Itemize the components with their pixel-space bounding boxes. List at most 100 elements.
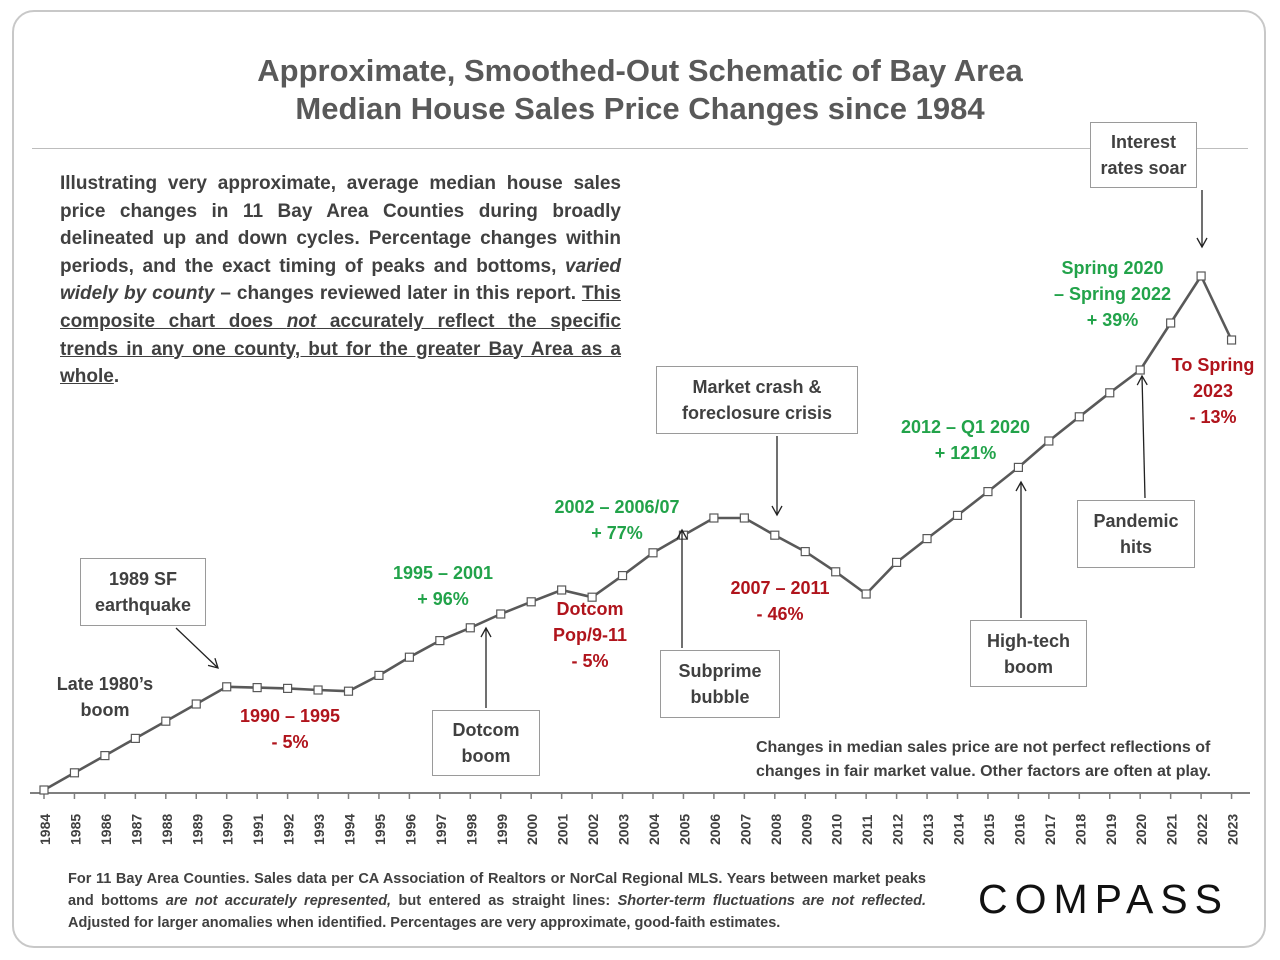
label-to-2023: To Spring 2023- 13%	[1171, 355, 1255, 427]
series-line	[43, 274, 1233, 792]
x-tick-label-1985: 1985	[67, 814, 83, 845]
data-point-2007	[739, 513, 749, 523]
data-point-2014	[952, 510, 963, 520]
label-2007-2011: 2007 – 2011- 46%	[730, 578, 830, 624]
label-dotcom-pop: Dotcom Pop/9-11- 5%	[552, 599, 628, 671]
data-point-2011	[861, 589, 871, 599]
data-point-2022	[1196, 271, 1206, 281]
x-tick-label-2015: 2015	[981, 814, 997, 845]
x-tick-label-1984: 1984	[37, 814, 53, 845]
data-point-2010	[831, 567, 841, 577]
label-2020-2022: Spring 2020– Spring 2022 + 39%	[1053, 258, 1172, 330]
data-point-1999	[496, 609, 506, 619]
footer-text-1: For 11 Bay Area Counties. Sales data per…	[68, 871, 926, 909]
data-point-2013	[922, 533, 932, 544]
box-pandemic: Pandemic hits	[1077, 500, 1195, 568]
x-tick-label-1988: 1988	[159, 814, 175, 845]
x-tick-label-1987: 1987	[128, 814, 144, 845]
x-tick-label-1995: 1995	[372, 814, 388, 845]
x-tick-label-2011: 2011	[859, 814, 875, 845]
footer-text-3: Adjusted for larger anomalies when ident…	[68, 915, 781, 931]
box-dotcom-boom: Dotcom boom	[432, 710, 540, 776]
x-tick-label-2001: 2001	[555, 814, 571, 845]
footer-text-2: but entered as straight lines:	[391, 893, 618, 909]
x-tick-label-2007: 2007	[737, 814, 753, 845]
x-tick-label-2023: 2023	[1225, 814, 1241, 845]
x-tick-label-2020: 2020	[1133, 814, 1149, 845]
data-point-2012	[891, 557, 902, 568]
data-point-1998	[465, 623, 475, 633]
intro-text-1: Illustrating very approximate, average m…	[60, 173, 621, 277]
arrow-earthquake	[175, 627, 219, 669]
data-point-1989	[191, 699, 201, 709]
x-tick-label-2010: 2010	[829, 814, 845, 845]
data-point-2006	[709, 513, 719, 523]
data-point-2017	[1044, 436, 1054, 446]
x-tick-label-2008: 2008	[768, 814, 784, 845]
x-tick-label-2014: 2014	[951, 814, 967, 845]
data-point-2002	[587, 592, 597, 602]
compass-logo: COMPASS	[978, 876, 1229, 922]
data-point-2001	[557, 585, 567, 595]
box-high-tech: High-tech boom	[970, 620, 1087, 687]
title-divider	[32, 148, 1248, 149]
intro-paragraph: Illustrating very approximate, average m…	[60, 170, 621, 391]
box-interest-rates: Interest rates soar	[1090, 122, 1197, 188]
data-point-2015	[983, 487, 993, 497]
x-tick-label-1996: 1996	[402, 814, 418, 845]
footer-emphasis-2: Shorter-term fluctuations are not reflec…	[617, 893, 926, 909]
intro-underlined: This composite chart does not accurately…	[60, 283, 621, 387]
data-point-1993	[313, 685, 323, 695]
data-point-2003	[617, 570, 628, 581]
x-tick-label-2012: 2012	[890, 814, 906, 845]
data-point-2009	[800, 546, 810, 557]
x-tick-label-2018: 2018	[1072, 814, 1088, 845]
footer-source-note: For 11 Bay Area Counties. Sales data per…	[68, 868, 926, 934]
x-tick-label-1999: 1999	[494, 814, 510, 845]
data-point-2021	[1166, 318, 1176, 328]
x-tick-label-2000: 2000	[524, 814, 540, 845]
data-point-1985	[69, 768, 80, 778]
label-1990-1995: 1990 – 1995- 5%	[239, 706, 341, 752]
box-earthquake: 1989 SF earthquake	[80, 558, 206, 626]
data-point-2016	[1013, 462, 1024, 472]
chart-title: Approximate, Smoothed-Out Schematic of B…	[0, 52, 1280, 128]
data-point-2019	[1105, 388, 1115, 398]
x-tick-label-1989: 1989	[189, 814, 205, 845]
data-point-2000	[526, 597, 536, 607]
intro-underline-1: This composite chart does	[60, 283, 621, 332]
box-market-crash: Market crash & foreclosure crisis	[656, 366, 858, 434]
intro-end: .	[113, 366, 120, 388]
intro-underline-emphasis: not	[286, 310, 317, 332]
data-point-1990	[222, 682, 232, 692]
x-tick-label-2017: 2017	[1042, 814, 1058, 845]
data-point-1992	[283, 683, 293, 694]
label-late80s: Late 1980’s boom	[56, 674, 154, 720]
data-point-1996	[404, 652, 414, 662]
data-point-1984	[39, 785, 49, 795]
intro-text-2: – changes reviewed later in this report.	[214, 283, 582, 305]
label-2002-2007: 2002 – 2006/07 + 77%	[554, 497, 680, 543]
title-line-2: Median House Sales Price Changes since 1…	[295, 91, 985, 126]
data-point-2018	[1074, 412, 1084, 422]
data-point-1997	[435, 635, 445, 646]
x-tick-label-2009: 2009	[798, 814, 814, 845]
box-subprime: Subprime bubble	[660, 650, 780, 718]
intro-underline-2: accurately reflect the specific trends i…	[60, 310, 621, 388]
x-tick-label-2019: 2019	[1103, 814, 1119, 845]
chart-frame	[12, 10, 1266, 948]
data-point-1995	[374, 670, 384, 681]
data-point-2004	[648, 548, 658, 558]
x-tick-label-1986: 1986	[98, 814, 114, 845]
data-point-2020	[1135, 365, 1145, 375]
arrow-pandemic	[1136, 374, 1148, 499]
x-tick-label-2005: 2005	[676, 814, 692, 845]
title-line-1: Approximate, Smoothed-Out Schematic of B…	[257, 53, 1023, 88]
data-point-1988	[161, 716, 171, 726]
x-tick-label-2021: 2021	[1164, 814, 1180, 845]
x-tick-label-2022: 2022	[1194, 814, 1210, 845]
x-tick-label-1993: 1993	[311, 814, 327, 845]
x-tick-label-2016: 2016	[1011, 814, 1027, 845]
footer-emphasis-1: are not accurately represented,	[165, 893, 392, 909]
